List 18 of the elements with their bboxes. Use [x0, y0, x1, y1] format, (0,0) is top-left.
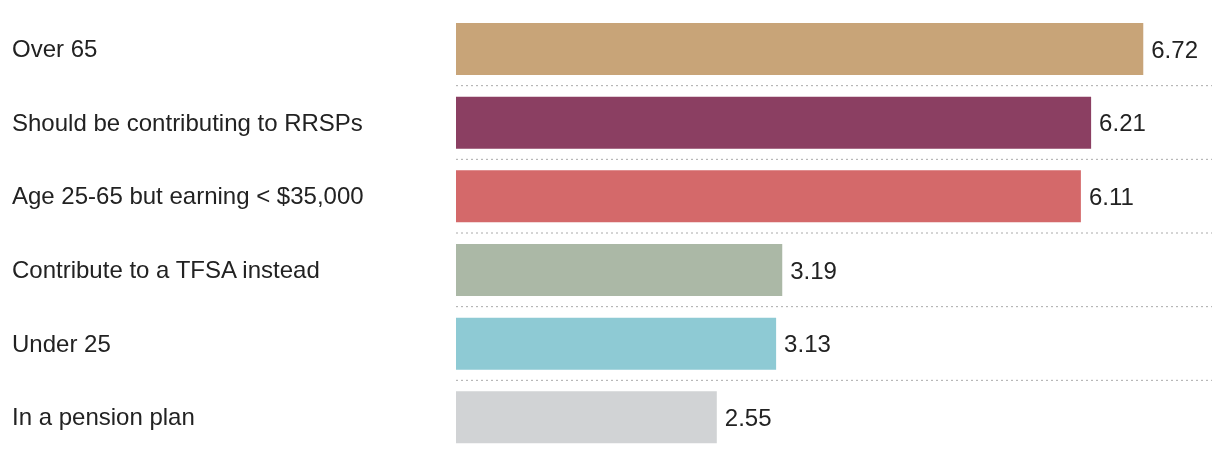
data-label: 6.21: [1099, 109, 1146, 137]
data-label: 6.11: [1088, 182, 1134, 210]
y-tick-label: Contribute to a TFSA instead: [12, 255, 320, 283]
bar: [456, 23, 1144, 75]
y-tick-label: Should be contributing to RRSPs: [12, 108, 363, 136]
bar: [456, 244, 783, 296]
y-tick-label: Under 25: [12, 329, 111, 357]
data-label: 3.19: [790, 256, 837, 284]
data-label: 3.13: [784, 330, 831, 358]
bar: [456, 170, 1081, 223]
data-label: 2.55: [724, 403, 772, 431]
bar: [456, 317, 777, 370]
y-tick-label: In a pension plan: [12, 403, 195, 431]
y-tick-label: Over 65: [12, 34, 98, 62]
bar: [456, 96, 1092, 149]
data-label: 6.72: [1151, 35, 1198, 63]
bar: [456, 391, 717, 444]
y-tick-label: Age 25-65 but earning < $35,000: [12, 182, 364, 210]
